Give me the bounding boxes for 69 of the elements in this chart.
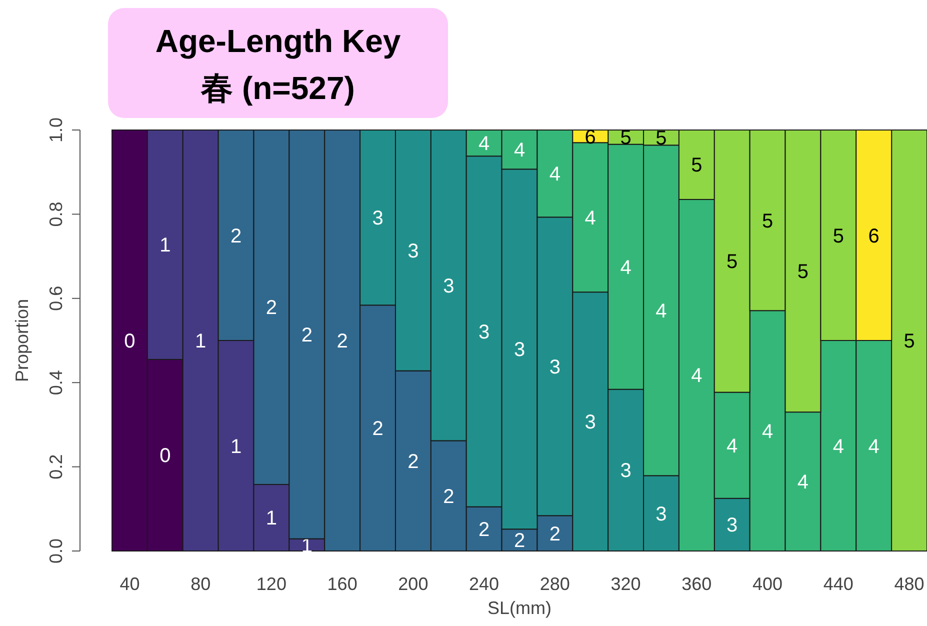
- y-tick-label: 0.6: [46, 286, 66, 311]
- x-tick-label: 240: [469, 574, 500, 594]
- text: 3: [408, 240, 419, 262]
- text: 2: [478, 518, 490, 541]
- x-tick-label: 480: [894, 574, 924, 594]
- text: 4: [797, 472, 809, 494]
- y-tick-label: 0.4: [46, 370, 66, 396]
- series-label: 4: [478, 133, 490, 156]
- text: 5: [726, 251, 738, 274]
- x-tick-label: 360: [682, 574, 712, 594]
- series-label: 0: [124, 330, 136, 352]
- text: 2: [301, 324, 312, 346]
- x-tick-label: 280: [540, 574, 570, 594]
- text: 2: [443, 486, 454, 508]
- text: 2: [408, 450, 419, 473]
- text: 5: [797, 261, 809, 284]
- chart-subtitle: 春 (n=527): [200, 70, 355, 106]
- text: 3: [584, 412, 596, 434]
- x-axis-title: SL(mm): [488, 598, 552, 618]
- text: 3: [478, 321, 490, 344]
- x-tick-label: 320: [610, 574, 641, 594]
- text: 4: [726, 435, 738, 458]
- text: 5: [691, 154, 702, 177]
- x-tick-label: 120: [256, 574, 286, 594]
- text: 4: [691, 365, 702, 388]
- text: 3: [549, 356, 560, 378]
- text: 4: [620, 256, 632, 279]
- text: 2: [549, 523, 560, 546]
- text: 5: [762, 210, 774, 232]
- text: 3: [726, 514, 738, 537]
- text: 4: [868, 436, 880, 458]
- text: 3: [372, 208, 384, 230]
- series-label: 2: [514, 530, 526, 552]
- text: 3: [620, 460, 632, 482]
- series-label: 5: [656, 128, 667, 150]
- text: 2: [266, 297, 278, 320]
- text: 5: [620, 127, 632, 150]
- text: 4: [514, 140, 526, 162]
- series-label: 3: [514, 339, 526, 362]
- x-tick-label: 40: [120, 574, 140, 594]
- text: 1: [195, 330, 206, 352]
- text: 2: [230, 225, 242, 248]
- x-tick-label: 80: [190, 574, 211, 594]
- y-tick-label: 0.8: [46, 202, 66, 227]
- text: 0: [160, 445, 171, 468]
- text: 4: [762, 420, 774, 443]
- x-tick-label: 400: [752, 574, 783, 594]
- text: 6: [868, 225, 880, 248]
- x-tick-label: 200: [398, 574, 428, 594]
- text: 4: [832, 436, 844, 458]
- text: 3: [656, 503, 667, 526]
- y-tick-label: 1.0: [46, 117, 66, 143]
- text: 3: [443, 275, 454, 298]
- y-tick-label: 0.0: [46, 538, 66, 564]
- text: 1: [160, 234, 171, 257]
- text: 4: [584, 207, 596, 230]
- x-tick-label: 160: [327, 574, 358, 594]
- text: 5: [832, 225, 844, 248]
- text: 4: [656, 300, 667, 322]
- text: 2: [336, 330, 348, 352]
- text: 1: [230, 436, 242, 458]
- y-tick-label: 0.2: [46, 454, 66, 480]
- chart-title: Age-Length Key: [155, 23, 401, 59]
- text: 5: [904, 330, 915, 352]
- x-tick-label: 440: [823, 574, 854, 594]
- y-axis-title: Proportion: [12, 298, 32, 382]
- text: 4: [549, 164, 560, 186]
- text: 1: [266, 508, 278, 530]
- text: 2: [372, 418, 384, 440]
